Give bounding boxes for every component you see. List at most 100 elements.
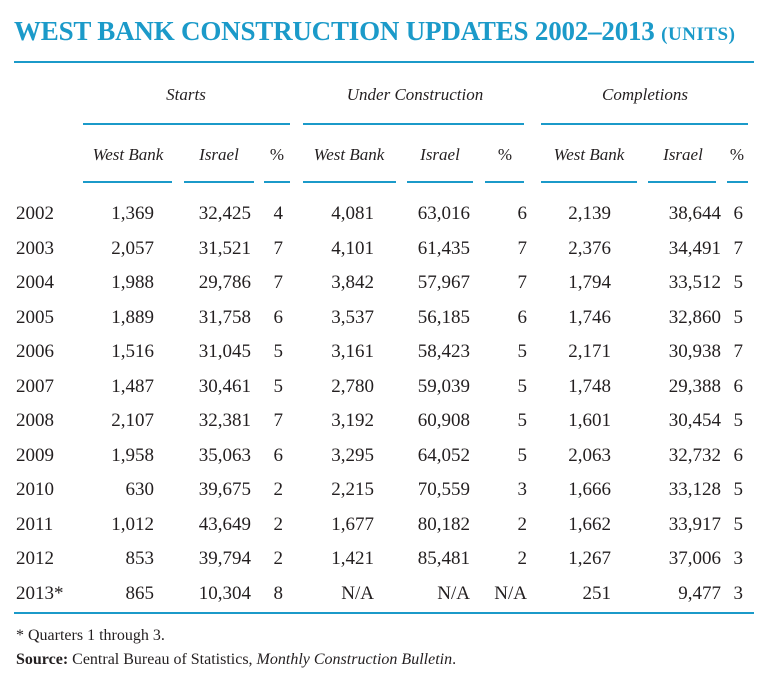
cell-completions-pct: 5: [733, 479, 744, 500]
cell-starts-israel: 39,794: [198, 548, 251, 569]
cell-completions-pct: 6: [733, 444, 744, 466]
row-year: 2012: [16, 548, 54, 569]
cell-under-construction-israel: 61,435: [417, 237, 470, 259]
cell-completions-pct: 7: [733, 341, 744, 362]
row-year: 2011: [16, 513, 54, 535]
group-rule-under-construction: [303, 123, 524, 125]
column-header-completions-israel: Israel: [663, 145, 703, 164]
cell-completions-israel: 38,644: [668, 203, 721, 224]
cell-under-construction-west-bank: 4,081: [331, 203, 374, 224]
cell-starts-pct: 6: [273, 306, 284, 328]
top-rule: [14, 61, 754, 63]
cell-under-construction-pct: 5: [517, 410, 528, 431]
cell-starts-israel: 10,304: [198, 582, 251, 604]
cell-completions-west-bank: 1,267: [568, 548, 611, 569]
cell-under-construction-israel: 70,559: [417, 479, 470, 500]
column-rule-under-construction-israel: [407, 181, 473, 183]
cell-completions-israel: 33,128: [668, 479, 721, 500]
cell-starts-israel: 32,425: [198, 203, 251, 224]
cell-starts-pct: 4: [273, 203, 284, 224]
cell-starts-israel: 30,461: [198, 375, 251, 397]
cell-completions-west-bank: 1,748: [568, 375, 611, 397]
cell-completions-israel: 30,454: [668, 410, 721, 431]
cell-under-construction-israel: 64,052: [417, 444, 470, 466]
row-year: 2009: [16, 444, 54, 466]
cell-under-construction-pct: 6: [517, 203, 528, 224]
column-header-starts-west-bank: West Bank: [92, 145, 164, 164]
cell-under-construction-israel: 57,967: [417, 272, 470, 293]
cell-starts-west-bank: 1,988: [111, 272, 154, 293]
cell-starts-west-bank: 2,057: [111, 237, 154, 259]
cell-completions-west-bank: 1,601: [568, 410, 611, 431]
group-header-under-construction: Under Construction: [346, 85, 484, 104]
cell-completions-israel: 32,732: [668, 444, 721, 466]
cell-completions-israel: 30,938: [668, 341, 721, 362]
cell-starts-israel: 43,649: [198, 513, 251, 535]
cell-starts-pct: 7: [273, 237, 284, 259]
cell-starts-israel: 32,381: [198, 410, 251, 431]
cell-starts-west-bank: 1,487: [111, 375, 154, 397]
column-header-completions-west-bank: West Bank: [553, 145, 625, 164]
column-rule-under-construction-west-bank: [303, 181, 396, 183]
cell-under-construction-israel: 59,039: [417, 375, 470, 397]
cell-under-construction-west-bank: 3,192: [331, 410, 374, 431]
cell-starts-west-bank: 853: [125, 548, 155, 569]
cell-completions-pct: 5: [733, 272, 744, 293]
row-year: 2006: [16, 341, 54, 362]
cell-completions-west-bank: 1,746: [568, 306, 611, 328]
group-header-completions: Completions: [602, 85, 688, 104]
cell-under-construction-west-bank: 2,215: [331, 479, 374, 500]
cell-under-construction-pct: 5: [517, 444, 528, 466]
cell-starts-west-bank: 2,107: [111, 410, 154, 431]
source-text: Central Bureau of Statistics,: [68, 651, 257, 668]
cell-starts-pct: 2: [273, 548, 284, 569]
cell-starts-west-bank: 630: [125, 479, 155, 500]
column-rule-completions-israel: [648, 181, 716, 183]
cell-under-construction-west-bank: 3,537: [331, 306, 374, 328]
footnote: * Quarters 1 through 3.: [16, 627, 165, 644]
cell-completions-israel: 34,491: [668, 237, 721, 259]
source-publication: Monthly Construction Bulletin: [256, 651, 453, 668]
column-rule-under-construction-pct: [485, 181, 524, 183]
cell-starts-west-bank: 1,012: [111, 513, 154, 535]
cell-completions-pct: 5: [733, 513, 744, 535]
column-rule-starts-pct: [264, 181, 290, 183]
cell-starts-israel: 31,521: [198, 237, 251, 259]
cell-starts-pct: 8: [273, 582, 284, 604]
row-year: 2004: [16, 272, 54, 293]
column-header-completions-pct: %: [729, 145, 745, 164]
column-rule-starts-israel: [184, 181, 254, 183]
cell-completions-pct: 3: [733, 548, 744, 569]
cell-completions-west-bank: 1,666: [568, 479, 611, 500]
row-year: 2003: [16, 237, 54, 259]
row-year: 2013*: [16, 582, 64, 604]
cell-under-construction-west-bank: 4,101: [331, 237, 374, 259]
column-header-under-construction-west-bank: West Bank: [313, 145, 385, 164]
cell-starts-israel: 39,675: [198, 479, 251, 500]
cell-under-construction-west-bank: 3,161: [331, 341, 374, 362]
cell-completions-israel: 37,006: [668, 548, 721, 569]
source-note: Source: Central Bureau of Statistics, Mo…: [16, 651, 456, 669]
cell-starts-pct: 5: [273, 375, 284, 397]
cell-under-construction-pct: 2: [517, 513, 528, 535]
row-year: 2007: [16, 375, 54, 397]
column-rule-completions-west-bank: [541, 181, 637, 183]
cell-completions-west-bank: 2,376: [568, 237, 611, 259]
column-header-under-construction-pct: %: [497, 145, 513, 164]
cell-under-construction-pct: 2: [517, 548, 528, 569]
cell-under-construction-israel: 58,423: [417, 341, 470, 362]
cell-completions-pct: 5: [733, 306, 744, 328]
cell-completions-pct: 6: [733, 203, 744, 224]
cell-under-construction-pct: N/A: [494, 582, 527, 604]
cell-under-construction-west-bank: 3,295: [331, 444, 374, 466]
cell-starts-israel: 35,063: [198, 444, 251, 466]
title-text: WEST BANK CONSTRUCTION UPDATES 2002–2013: [14, 16, 655, 46]
cell-completions-israel: 33,512: [668, 272, 721, 293]
row-year: 2005: [16, 306, 54, 328]
page-title: WEST BANK CONSTRUCTION UPDATES 2002–2013…: [14, 16, 735, 47]
column-header-starts-pct: %: [269, 145, 285, 164]
cell-under-construction-pct: 5: [517, 375, 528, 397]
cell-starts-west-bank: 1,516: [111, 341, 154, 362]
cell-under-construction-israel: 80,182: [417, 513, 470, 535]
column-rule-starts-west-bank: [83, 181, 172, 183]
